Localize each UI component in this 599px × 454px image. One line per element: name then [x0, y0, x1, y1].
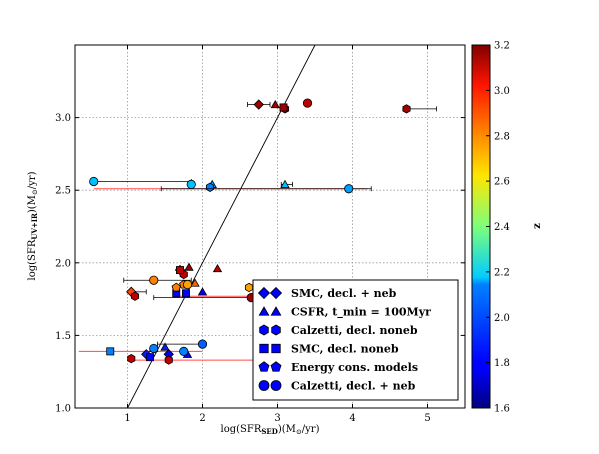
legend-entry-label: CSFR, t_min = 100Myr: [291, 306, 431, 320]
legend-marker-hexagon: [271, 324, 281, 336]
data-point-circle: [182, 279, 193, 290]
data-point-circle: [179, 346, 189, 356]
data-point-circle: [302, 98, 313, 108]
data-point-triangle: [212, 264, 223, 273]
data-point-circle: [197, 339, 208, 349]
legend-marker-triangle: [258, 306, 270, 316]
legend-marker-circle: [258, 380, 270, 391]
data-point-square: [146, 353, 154, 362]
legend-marker-pentagon: [270, 361, 282, 372]
y-tick-label: 1.0: [55, 404, 71, 415]
legend-marker-square: [271, 343, 281, 354]
data-point-triangle: [270, 99, 280, 109]
legend-marker-diamond: [257, 286, 271, 300]
data-point-pentagon: [171, 282, 181, 292]
data-point-circle: [186, 179, 196, 189]
data-point-square: [106, 347, 115, 356]
y-axis-label: log(SFRUV+IR)(M⊙/yr): [27, 171, 39, 280]
colorbar-tick-label: 3.0: [494, 86, 510, 97]
legend-entry-label: Calzetti, decl. + neb: [291, 380, 416, 393]
data-point-hexagon: [205, 182, 215, 192]
x-tick-label: 5: [424, 413, 430, 424]
axis-ticks: 1 2 3 4 5 1.0 1.5 2.0 2.5 3.0: [55, 45, 465, 424]
data-point-square: [279, 103, 288, 112]
data-point-triangle: [184, 262, 194, 271]
colorbar-tick-label: 2.4: [494, 222, 510, 233]
data-point-circle: [89, 176, 99, 187]
legend-entry-label: Energy cons. models: [291, 361, 418, 374]
x-tick-label: 3: [274, 413, 280, 424]
legend-marker-pentagon: [258, 361, 270, 372]
legend: SMC, decl. + neb CSFR, t_min = 100Myr Calz…: [252, 279, 459, 401]
colorbar-tick-label: 2.6: [494, 177, 510, 188]
data-point-circle: [149, 343, 159, 354]
data-point-hexagon: [127, 353, 136, 364]
y-tick-label: 2.5: [55, 186, 71, 197]
x-tick-label: 4: [349, 413, 355, 424]
data-point-hexagon: [130, 291, 140, 301]
legend-entry-label: SMC, decl. + neb: [291, 287, 397, 300]
colorbar-label: z: [532, 223, 543, 229]
data-point-hexagon: [402, 104, 411, 114]
data-point-triangle: [280, 179, 290, 188]
legend-marker-triangle: [270, 306, 282, 316]
data-point-circle: [149, 275, 159, 285]
data-point-hexagon: [164, 355, 173, 365]
legend-box: [252, 279, 459, 401]
colorbar-tick-label: 2.0: [494, 313, 510, 324]
legend-marker-square: [259, 343, 269, 354]
y-tick-label: 2.0: [55, 258, 71, 269]
data-point-circle: [344, 184, 354, 194]
colorbar-tick-label: 1.8: [494, 358, 510, 369]
legend-marker-hexagon: [259, 324, 269, 336]
legend-marker-diamond: [269, 286, 283, 300]
legend-entry-label: SMC, decl. noneb: [291, 343, 399, 356]
data-point-square: [182, 289, 190, 298]
colorbar-tick-label: 2.8: [494, 131, 510, 142]
data-point-diamond: [253, 99, 264, 110]
data-point-triangle: [160, 342, 170, 351]
data-point-hexagon: [244, 282, 254, 293]
plot-frame: [74, 44, 466, 409]
legend-marker-circle: [270, 380, 282, 391]
x-axis-label: log(SFRSED)(M⊙/yr): [221, 424, 320, 436]
data-point-square: [176, 266, 184, 275]
data-points: [89, 98, 437, 365]
colorbar-tick-label: 1.6: [494, 404, 510, 415]
x-tick-label: 1: [124, 413, 130, 424]
y-tick-label: 1.5: [55, 331, 71, 342]
colorbar-tick-label: 3.2: [494, 41, 510, 52]
x-tick-label: 2: [199, 413, 205, 424]
legend-entry-label: Calzetti, decl. noneb: [291, 324, 418, 337]
data-point-triangle: [197, 287, 208, 296]
data-point-triangle: [190, 278, 200, 287]
colorbar: 1.6 1.8 2.0 2.2 2.4 2.6 2.8 3.0 3.2 z: [471, 41, 543, 415]
y-tick-label: 3.0: [55, 113, 71, 124]
colorbar-ticks: 1.6 1.8 2.0 2.2 2.4 2.6 2.8 3.0 3.2: [486, 41, 510, 415]
colorbar-tick-label: 2.2: [494, 267, 510, 278]
